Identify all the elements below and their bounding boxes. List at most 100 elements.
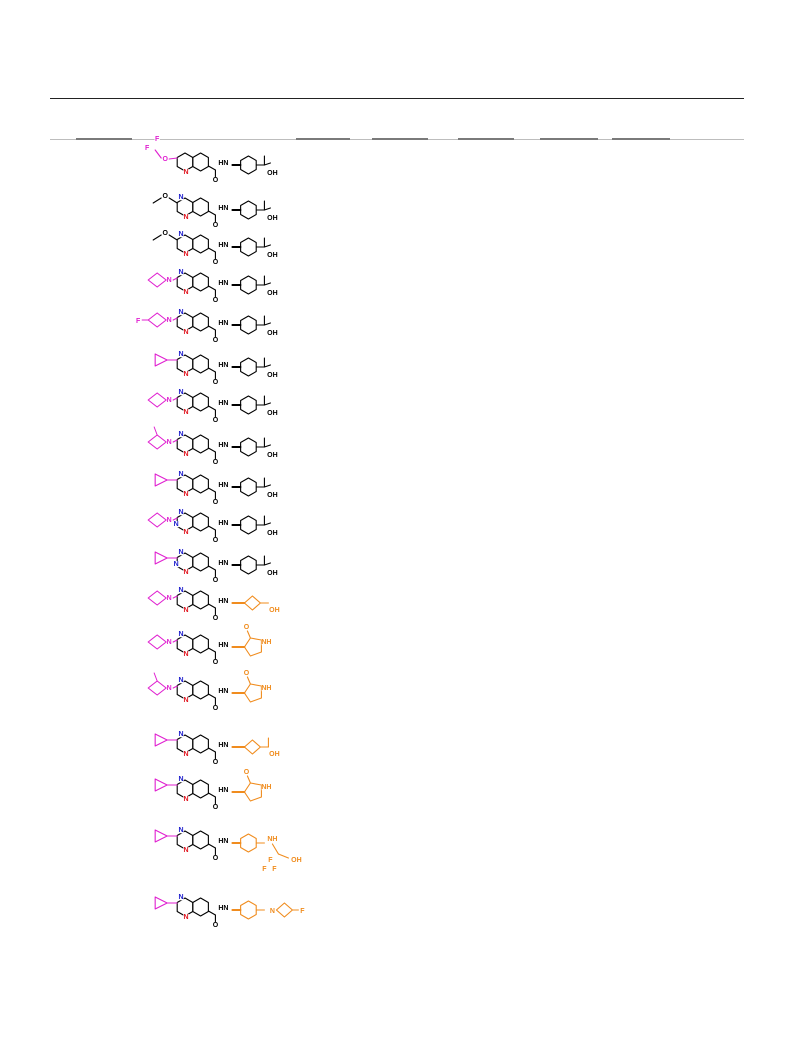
label-mask [267,856,274,864]
ring-nitrogen: N [183,491,188,498]
cyclohexane-ring [240,515,257,535]
label-mask [178,230,184,238]
label-mask [183,328,189,336]
ring-nitrogen: N [183,214,188,221]
hydroxyl: OH [267,372,278,379]
label-mask [269,606,280,614]
label-mask [212,921,219,929]
core-ring [192,434,209,454]
lactam-oxygen: O [244,769,250,776]
methyl-bond [263,244,271,248]
carbonyl-oxygen: O [213,297,219,304]
label-mask [183,528,189,536]
lactam-nh: NH [261,639,271,646]
label-mask [178,676,184,684]
ring-nitrogen: N [183,569,188,576]
amide-bond [207,325,216,331]
carbonyl-oxygen: O [213,177,219,184]
methyl-bond [263,562,271,566]
amide-nh: HN [218,160,228,167]
substituent-bond [172,439,178,443]
azetidine-ring [147,312,167,328]
label-mask [212,258,219,266]
ring-nitrogen: N [178,194,183,201]
core-ring [192,354,209,374]
compound-row: N N O HN OH [154,350,278,386]
amide-bond [207,792,216,798]
label-mask [267,289,278,297]
label-mask [267,491,278,499]
column-header-mark [612,138,670,140]
label-mask [299,907,306,915]
label-mask [218,241,229,249]
amide-bond [207,647,216,653]
label-mask [271,865,278,873]
azetidine-nitrogen: N [167,517,172,524]
core-ring [192,779,209,799]
ring-nitrogen: N [178,776,183,783]
label-mask [166,276,172,284]
ring-nitrogen: N [183,607,188,614]
label-mask [291,856,302,864]
azetidine-nitrogen: N [167,317,172,324]
label-mask [218,441,229,449]
ring-nitrogen: N [183,914,188,921]
label-mask [218,559,229,567]
label-mask [212,221,219,229]
label-mask [243,623,250,631]
label-mask [183,913,189,921]
label-mask [218,837,229,845]
label-mask [218,641,229,649]
label-mask [243,669,250,677]
hydroxyl: OH [291,857,302,864]
carbonyl-oxygen: O [213,577,219,584]
azetidine-nitrogen: N [270,908,275,915]
cyclopropyl-ring [154,896,168,910]
cyclohexane-ring [240,437,257,457]
amide-bond [207,285,216,291]
carbonyl-oxygen: O [213,922,219,929]
label-mask [178,548,184,556]
compound-row: N N O HN N F [154,893,306,929]
label-mask [183,408,189,416]
carbonyl-bond [246,676,251,685]
label-mask [269,907,276,915]
azetidine-ring [147,590,167,606]
ring-nitrogen: N [183,529,188,536]
compound-row: N O FF O HN OH [144,135,278,184]
core-ring [192,634,209,654]
label-mask [267,251,278,259]
amide-nh: HN [218,742,228,749]
label-mask [178,730,184,738]
label-mask [178,193,184,201]
label-mask [166,516,172,524]
label-mask [269,750,280,758]
amide-bond [207,693,216,699]
carbonyl-oxygen: O [213,499,219,506]
label-mask [166,638,172,646]
label-mask [178,308,184,316]
label-mask [212,614,219,622]
amide-nh: HN [218,838,228,845]
substituent-bond [172,277,178,281]
label-mask [183,250,189,258]
ether-oxygen: O [162,156,168,163]
amide-nh: HN [218,905,228,912]
column-header-mark [76,138,132,140]
lactam-oxygen: O [244,624,250,631]
cyclohexane-ring [240,833,257,853]
carbonyl-oxygen: O [213,337,219,344]
amide-nh: HN [218,482,228,489]
azetidine-ring [147,634,167,650]
fluorine: F [268,857,273,864]
ring-nitrogen: N [178,894,183,901]
label-mask [183,750,189,758]
label-mask [183,168,189,176]
azetidine-ring [147,512,167,528]
label-mask [267,451,278,459]
ring-nitrogen: N [183,289,188,296]
cyclohexane-ring [240,315,257,335]
methyl-bond [263,364,271,368]
